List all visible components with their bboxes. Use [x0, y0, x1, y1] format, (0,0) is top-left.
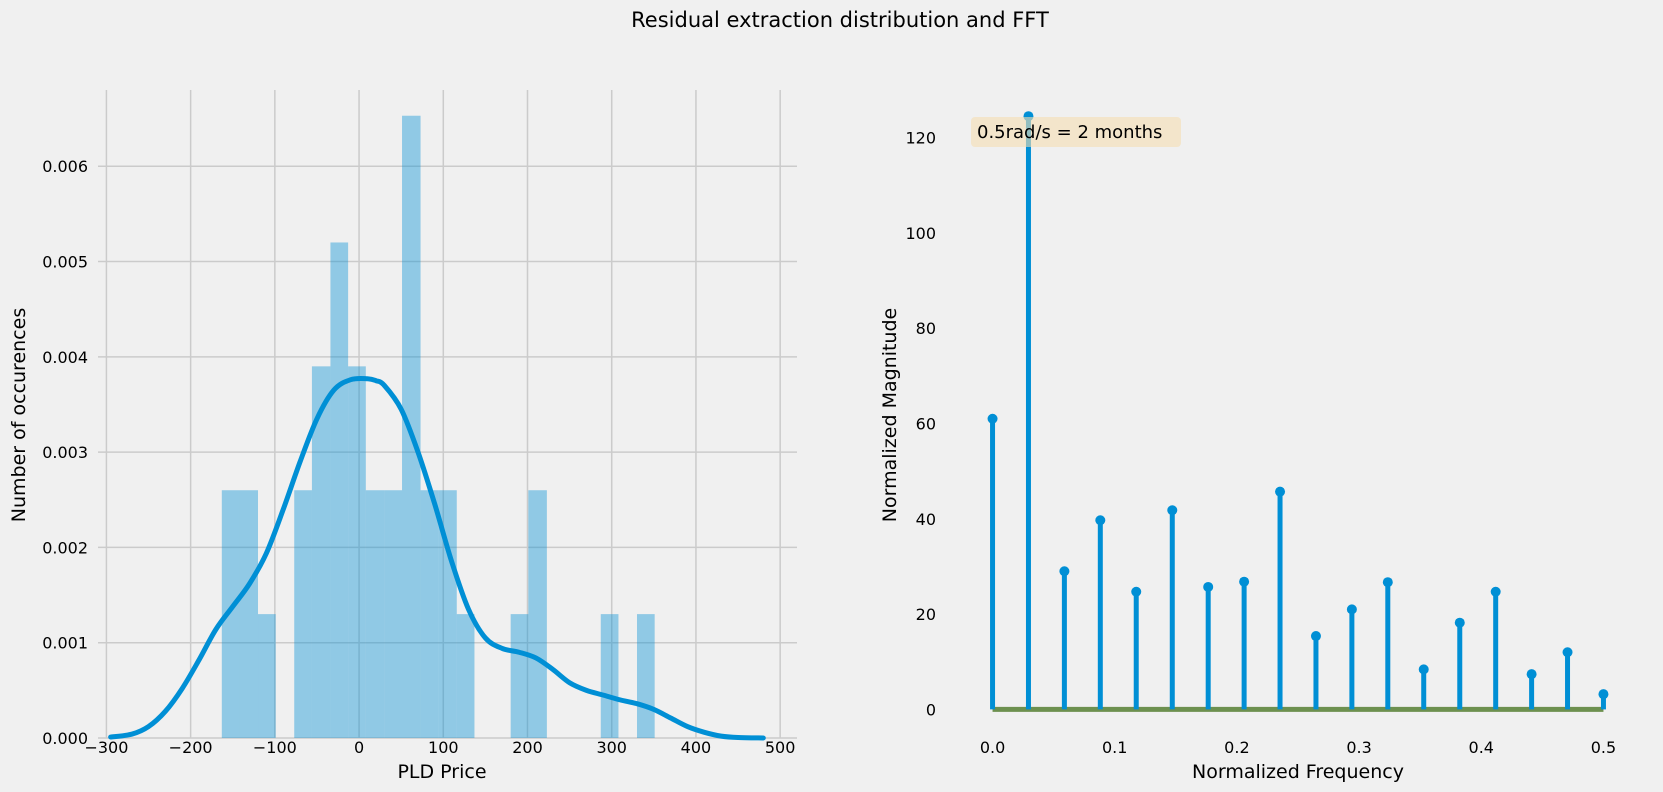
- histogram-x-tick-label: −200: [169, 738, 213, 757]
- histogram-bar: [348, 366, 366, 738]
- histogram-y-ticks: 0.000 0.001 0.002 0.003 0.004 0.005 0.006: [42, 157, 88, 748]
- histogram-bar: [258, 614, 276, 738]
- fft-annotation-box: [971, 117, 1181, 147]
- fft-stem-marker: [987, 413, 998, 424]
- histogram-xlabel: PLD Price: [397, 761, 486, 783]
- fft-stem-marker: [1131, 586, 1142, 597]
- fft-panel: 0.0 0.1 0.2 0.3 0.4 0.5 0 20 40 60 80 100 120 Norma…: [879, 111, 1616, 783]
- histogram-bar: [420, 490, 439, 738]
- histogram-bar: [311, 366, 331, 738]
- histogram-ylabel: Number of occurences: [8, 308, 30, 522]
- fft-stems: [987, 111, 1609, 710]
- histogram-x-tick-label: 200: [512, 738, 543, 757]
- kde-line: [108, 375, 766, 741]
- histogram-x-tick-label: 400: [681, 738, 712, 757]
- fft-stem-marker: [1598, 689, 1609, 700]
- fft-y-tick-label: 0: [926, 700, 936, 719]
- histogram-y-tick-label: 0.001: [42, 634, 88, 653]
- fft-xlabel: Normalized Frequency: [1192, 761, 1404, 783]
- histogram-y-tick-label: 0.005: [42, 253, 88, 272]
- fft-x-tick-label: 0.1: [1102, 738, 1127, 757]
- fft-stem-marker: [1382, 577, 1393, 588]
- histogram-bar: [438, 490, 457, 738]
- fft-y-tick-label: 120: [905, 129, 936, 148]
- fft-y-ticks: 0 20 40 60 80 100 120: [905, 129, 936, 720]
- histogram-x-ticks: −300 −200 −100 0 100 200 300 400 500: [84, 738, 795, 757]
- fft-stem-marker: [1454, 617, 1465, 628]
- histogram-grid: [98, 90, 797, 739]
- fft-stem-marker: [1059, 566, 1070, 577]
- fft-y-tick-label: 20: [916, 605, 936, 624]
- histogram-bar: [294, 490, 312, 738]
- histogram-x-tick-label: 300: [596, 738, 627, 757]
- histogram-x-tick-label: −300: [84, 738, 128, 757]
- histogram-y-tick-label: 0.006: [42, 157, 88, 176]
- fft-ylabel: Normalized Magnitude: [879, 308, 901, 522]
- figure-suptitle: Residual extraction distribution and FFT: [631, 8, 1049, 32]
- fft-stem-marker: [1095, 515, 1106, 526]
- histogram-x-tick-label: 500: [765, 738, 796, 757]
- fft-stem-marker: [1203, 581, 1214, 592]
- fft-stem-marker: [1239, 576, 1250, 587]
- histogram-x-tick-label: 100: [428, 738, 459, 757]
- histogram-bar: [365, 490, 385, 738]
- fft-y-tick-label: 80: [916, 319, 936, 338]
- histogram-bar: [384, 490, 403, 738]
- fft-stem-marker: [1562, 647, 1573, 658]
- histogram-y-tick-label: 0.004: [42, 348, 88, 367]
- histogram-bar: [239, 490, 259, 738]
- fft-x-tick-label: 0.2: [1224, 738, 1249, 757]
- histogram-y-tick-label: 0.000: [42, 729, 88, 748]
- fft-x-tick-label: 0.0: [980, 738, 1005, 757]
- histogram-bar: [528, 490, 547, 738]
- fft-y-tick-label: 100: [905, 224, 936, 243]
- fft-stem-marker: [1346, 604, 1357, 615]
- histogram-panel: −300 −200 −100 0 100 200 300 400 500 0.0000.0010…: [8, 90, 797, 783]
- histogram-bars: [221, 115, 655, 738]
- histogram-bar: [510, 614, 529, 738]
- histogram-x-tick-label: −100: [253, 738, 297, 757]
- fft-stem-marker: [1418, 664, 1429, 675]
- histogram-y-tick-label: 0.003: [42, 443, 88, 462]
- fft-stem-marker: [1490, 586, 1501, 597]
- histogram-bar: [600, 614, 619, 738]
- histogram-y-tick-label: 0.002: [42, 538, 88, 557]
- fft-y-tick-label: 60: [916, 415, 936, 434]
- fft-stem-marker: [1275, 486, 1286, 497]
- fft-x-tick-label: 0.4: [1469, 738, 1494, 757]
- fft-stem-marker: [1310, 631, 1321, 642]
- fft-stem-marker: [1526, 669, 1537, 680]
- fft-stem-marker: [1167, 505, 1178, 516]
- fft-annotation: 0.5rad/s = 2 months: [977, 122, 1162, 143]
- histogram-bar: [456, 614, 475, 738]
- fft-x-tick-label: 0.3: [1346, 738, 1371, 757]
- fft-x-tick-label: 0.5: [1591, 738, 1616, 757]
- fft-y-tick-label: 40: [916, 510, 936, 529]
- histogram-x-tick-label: 0: [354, 738, 364, 757]
- histogram-bar: [330, 242, 349, 738]
- histogram-bar: [636, 614, 655, 738]
- histogram-bar: [221, 490, 240, 738]
- fft-x-ticks: 0.0 0.1 0.2 0.3 0.4 0.5: [980, 738, 1616, 757]
